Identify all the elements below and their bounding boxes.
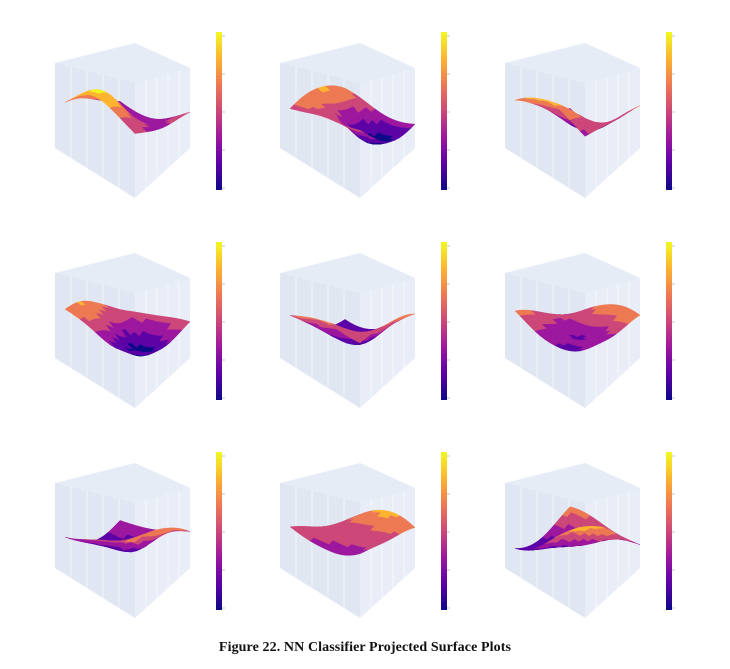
surface-facet bbox=[354, 337, 365, 344]
surface-facet bbox=[579, 528, 590, 531]
colorbar bbox=[666, 242, 672, 400]
surface bbox=[289, 85, 416, 145]
surface-plot bbox=[55, 32, 225, 198]
colorbar bbox=[666, 452, 672, 610]
scene-wall-right bbox=[360, 278, 415, 408]
surface-plot bbox=[55, 452, 225, 618]
scene-wall-left bbox=[55, 63, 135, 198]
scene-wall-left bbox=[505, 273, 585, 408]
surface-facet bbox=[129, 127, 140, 134]
scene-gridlines bbox=[295, 277, 405, 398]
colorbar-ticks bbox=[447, 455, 450, 609]
scene-wall-left bbox=[505, 483, 585, 618]
surface bbox=[289, 509, 416, 556]
colorbar-ticks bbox=[672, 455, 675, 609]
colorbar bbox=[216, 32, 222, 190]
colorbar bbox=[666, 32, 672, 190]
surface-plot bbox=[505, 242, 675, 408]
colorbar bbox=[216, 242, 222, 400]
surface-plot-panel bbox=[40, 448, 250, 633]
scene-wall-right bbox=[135, 488, 190, 618]
surface bbox=[64, 300, 191, 357]
colorbar-ticks bbox=[222, 245, 225, 399]
surface bbox=[64, 520, 191, 553]
surface-plot-panel bbox=[40, 28, 250, 213]
surface-plot bbox=[55, 242, 225, 408]
surface bbox=[514, 97, 641, 137]
surface-facet bbox=[579, 348, 589, 352]
surface-plot-panel bbox=[265, 238, 475, 423]
figure-caption: Figure 22. NN Classifier Projected Surfa… bbox=[218, 640, 512, 655]
colorbar bbox=[441, 32, 447, 190]
scene-wall-left bbox=[55, 483, 135, 618]
surface-facet bbox=[129, 350, 139, 353]
surface-plot bbox=[280, 452, 450, 618]
colorbar-ticks bbox=[222, 35, 225, 189]
scene-wall-left bbox=[280, 63, 360, 198]
colorbar-ticks bbox=[672, 35, 675, 189]
surface-plot bbox=[280, 242, 450, 408]
scene-wall-left bbox=[505, 63, 585, 198]
surface-plot bbox=[280, 32, 450, 198]
surface bbox=[289, 313, 416, 345]
surface-plot-grid bbox=[40, 28, 700, 628]
scene-wall-right bbox=[135, 68, 190, 198]
surface bbox=[514, 304, 641, 352]
scene-wall-left bbox=[280, 273, 360, 408]
surface bbox=[514, 506, 641, 551]
colorbar bbox=[441, 452, 447, 610]
surface-plot-panel bbox=[40, 238, 250, 423]
surface-plot-panel bbox=[490, 238, 700, 423]
surface-facet bbox=[354, 551, 365, 556]
surface-plot bbox=[505, 452, 675, 618]
surface-facet bbox=[354, 128, 365, 133]
colorbar bbox=[216, 452, 222, 610]
colorbar-ticks bbox=[222, 455, 225, 609]
surface-plot-panel bbox=[265, 448, 475, 633]
surface-plot-panel bbox=[490, 448, 700, 633]
surface bbox=[64, 89, 191, 134]
scene-wall-right bbox=[585, 68, 640, 198]
scene-gridlines bbox=[520, 67, 630, 188]
surface-plot bbox=[505, 32, 675, 198]
colorbar-ticks bbox=[447, 35, 450, 189]
scene-wall-right bbox=[360, 488, 415, 618]
scene-wall-left bbox=[280, 483, 360, 618]
surface-plot-panel bbox=[265, 28, 475, 213]
colorbar-ticks bbox=[447, 245, 450, 399]
surface-facet bbox=[129, 538, 140, 543]
colorbar bbox=[441, 242, 447, 400]
colorbar-ticks bbox=[672, 245, 675, 399]
surface-plot-panel bbox=[490, 28, 700, 213]
surface-facet bbox=[579, 129, 590, 137]
scene-wall-right bbox=[585, 488, 640, 618]
